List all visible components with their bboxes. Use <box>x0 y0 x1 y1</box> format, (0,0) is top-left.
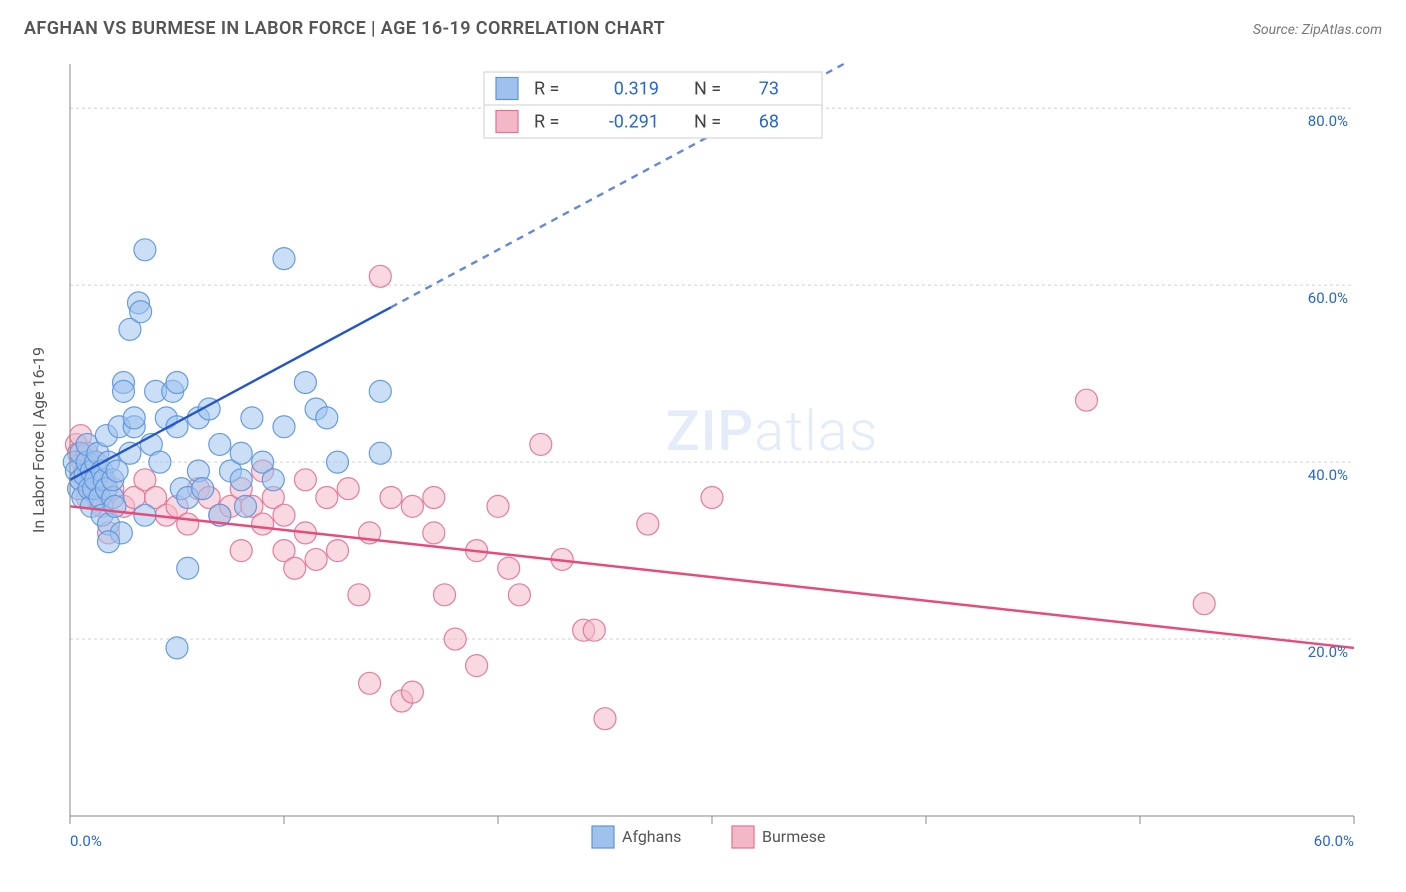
point-burmese <box>273 504 295 526</box>
point-afghans <box>209 433 231 455</box>
y-tick-label: 40.0% <box>1308 466 1348 484</box>
point-burmese <box>434 584 456 606</box>
point-burmese <box>177 513 199 535</box>
stats-swatch <box>496 78 518 100</box>
stats-n-value: 68 <box>759 112 779 133</box>
legend-label: Burmese <box>762 827 825 846</box>
point-afghans <box>123 407 145 429</box>
stats-r-label: R = <box>534 112 559 133</box>
point-burmese <box>316 487 338 509</box>
point-burmese <box>294 469 316 491</box>
y-tick-label: 20.0% <box>1308 643 1348 661</box>
point-burmese <box>284 557 306 579</box>
point-burmese <box>348 584 370 606</box>
x-tick-label: 0.0% <box>70 832 102 850</box>
point-burmese <box>401 495 423 517</box>
point-afghans <box>230 469 252 491</box>
watermark: ZIPatlas <box>666 398 878 464</box>
point-afghans <box>104 495 126 517</box>
point-burmese <box>369 265 391 287</box>
point-afghans <box>177 557 199 579</box>
point-burmese <box>1193 593 1215 615</box>
source-label: Source: ZipAtlas.com <box>1253 22 1382 38</box>
point-burmese <box>487 495 509 517</box>
point-afghans <box>113 380 135 402</box>
point-afghans <box>369 442 391 464</box>
point-burmese <box>583 619 605 641</box>
stats-n-label: N = <box>694 79 721 100</box>
point-afghans <box>166 371 188 393</box>
point-afghans <box>294 371 316 393</box>
point-afghans <box>230 442 252 464</box>
chart-title: AFGHAN VS BURMESE IN LABOR FORCE | AGE 1… <box>24 18 665 39</box>
point-burmese <box>701 487 723 509</box>
point-afghans <box>273 248 295 270</box>
chart-header: AFGHAN VS BURMESE IN LABOR FORCE | AGE 1… <box>24 18 1382 39</box>
point-burmese <box>252 513 274 535</box>
point-burmese <box>423 487 445 509</box>
point-afghans <box>166 637 188 659</box>
point-afghans <box>273 416 295 438</box>
point-afghans <box>149 451 171 473</box>
point-burmese <box>359 672 381 694</box>
point-afghans <box>134 239 156 261</box>
point-afghans <box>234 495 256 517</box>
stats-r-value: -0.291 <box>609 112 659 133</box>
point-burmese <box>327 540 349 562</box>
correlation-scatter-chart: ZIPatlas 0.0% 60.0% 20.0% 40.0% 60.0% 80.0% In … <box>24 56 1382 872</box>
point-burmese <box>594 708 616 730</box>
point-burmese <box>637 513 659 535</box>
point-afghans <box>369 380 391 402</box>
point-burmese <box>423 522 445 544</box>
point-burmese <box>230 540 252 562</box>
point-afghans <box>192 478 214 500</box>
point-afghans <box>241 407 263 429</box>
y-tick-label: 80.0% <box>1308 112 1348 130</box>
point-burmese <box>530 433 552 455</box>
stats-r-value: 0.319 <box>614 79 659 100</box>
point-burmese <box>466 655 488 677</box>
stats-swatch <box>496 111 518 133</box>
point-burmese <box>337 478 359 500</box>
x-tick-label: 60.0% <box>1314 832 1354 850</box>
point-burmese <box>305 548 327 570</box>
point-afghans <box>119 442 141 464</box>
stats-r-label: R = <box>534 79 559 100</box>
stats-n-value: 73 <box>759 79 779 100</box>
point-burmese <box>1076 389 1098 411</box>
point-burmese <box>508 584 530 606</box>
point-afghans <box>130 301 152 323</box>
point-afghans <box>327 451 349 473</box>
point-afghans <box>98 531 120 553</box>
point-burmese <box>444 628 466 650</box>
y-tick-label: 60.0% <box>1308 289 1348 307</box>
point-burmese <box>498 557 520 579</box>
point-burmese <box>380 487 402 509</box>
legend-swatch <box>592 826 614 848</box>
y-axis-title: In Labor Force | Age 16-19 <box>29 347 48 533</box>
point-burmese <box>401 681 423 703</box>
chart-container: ZIPatlas 0.0% 60.0% 20.0% 40.0% 60.0% 80.0% In … <box>24 56 1382 872</box>
stats-n-label: N = <box>694 112 721 133</box>
point-afghans <box>262 469 284 491</box>
point-afghans <box>316 407 338 429</box>
legend-label: Afghans <box>622 827 681 846</box>
legend-swatch <box>732 826 754 848</box>
